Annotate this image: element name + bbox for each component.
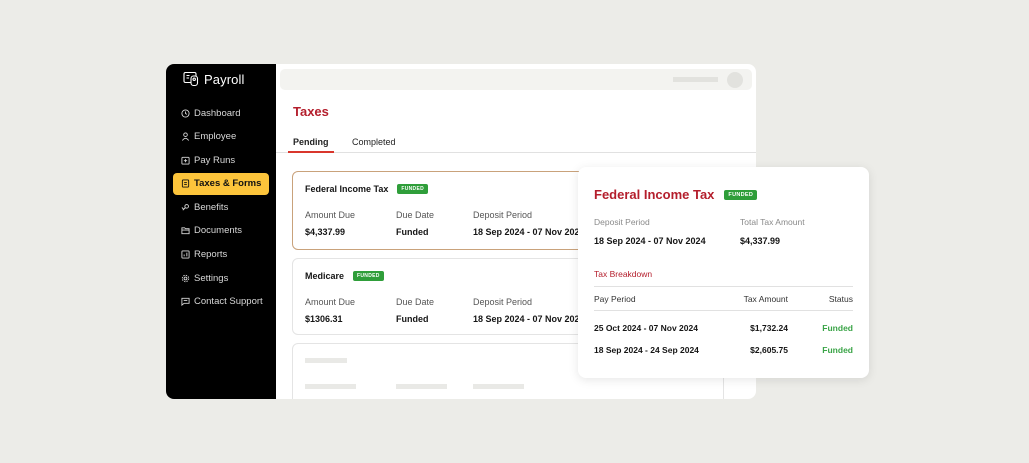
sidebar-item-employee[interactable]: Employee (173, 126, 269, 148)
skeleton-line (396, 384, 447, 389)
person-icon (181, 132, 190, 141)
chat-icon (181, 298, 190, 307)
sidebar-item-label: Reports (194, 249, 228, 261)
tax-amount-cell: $1,732.24 (750, 323, 788, 333)
avatar[interactable] (727, 71, 743, 88)
sidebar-item-label: Contact Support (194, 296, 263, 308)
brand[interactable]: Payroll (166, 70, 276, 88)
tab-completed[interactable]: Completed (352, 137, 396, 147)
sidebar-item-documents[interactable]: Documents (173, 220, 269, 242)
status-badge: FUNDED (353, 271, 384, 281)
sidebar-item-label: Dashboard (194, 107, 241, 119)
payroll-logo-icon (183, 71, 199, 87)
sidebar: Payroll Dashboard Employee Pay Runs Taxe… (166, 64, 276, 399)
tax-breakdown-heading: Tax Breakdown (594, 269, 653, 279)
document-icon (181, 179, 190, 188)
tax-breakdown-table: Pay Period Tax Amount Status 25 Oct 2024… (594, 286, 853, 361)
gear-icon (181, 274, 190, 282)
brand-name: Payroll (204, 71, 245, 87)
sidebar-item-label: Pay Runs (194, 154, 236, 166)
tax-detail-panel: Federal Income Tax FUNDED Deposit Period… (578, 167, 869, 378)
sidebar-item-settings[interactable]: Settings (173, 267, 269, 289)
sidebar-item-contact-support[interactable]: Contact Support (173, 291, 269, 313)
tax-amount-cell: $2,605.75 (750, 345, 788, 355)
tab-bar: Pending Completed (276, 132, 756, 153)
tab-pending[interactable]: Pending (293, 137, 329, 147)
status-badge: FUNDED (397, 184, 429, 194)
sidebar-item-label: Taxes & Forms (194, 178, 262, 190)
folder-icon (181, 227, 190, 235)
due-date-field: Due Date Funded (396, 297, 435, 324)
active-tab-indicator (288, 151, 334, 153)
status-cell: Funded (822, 323, 853, 333)
pay-period-cell: 18 Sep 2024 - 24 Sep 2024 (594, 345, 699, 355)
sidebar-item-label: Employee (194, 131, 237, 143)
skeleton-line (305, 384, 356, 389)
skeleton-line (305, 358, 347, 363)
clock-icon (181, 108, 190, 118)
pay-period-cell: 25 Oct 2024 - 07 Nov 2024 (594, 323, 698, 333)
sidebar-item-label: Documents (194, 225, 243, 237)
status-badge: FUNDED (724, 189, 758, 200)
deposit-period-field: Deposit Period 18 Sep 2024 - 07 Nov 2024 (473, 297, 585, 324)
report-icon (181, 250, 190, 259)
page-title: Taxes (293, 104, 329, 119)
table-row: 25 Oct 2024 - 07 Nov 2024 $1,732.24 Fund… (594, 317, 853, 339)
deposit-period-field: Deposit Period 18 Sep 2024 - 07 Nov 2024 (473, 210, 585, 237)
detail-title: Federal Income Tax (594, 187, 715, 202)
skeleton-line (473, 384, 524, 389)
sidebar-item-label: Benefits (194, 201, 229, 213)
column-header-pay-period: Pay Period (594, 294, 636, 304)
sidebar-item-dashboard[interactable]: Dashboard (173, 102, 269, 124)
column-header-status: Status (828, 294, 853, 304)
sidebar-item-pay-runs[interactable]: Pay Runs (173, 149, 269, 171)
due-date-field: Due Date Funded (396, 210, 435, 237)
sidebar-item-reports[interactable]: Reports (173, 244, 269, 266)
amount-due-field: Amount Due $4,337.99 (305, 210, 356, 237)
total-tax-amount-field: Total Tax Amount $4,337.99 (740, 217, 805, 246)
status-cell: Funded (822, 345, 853, 355)
gift-icon (181, 203, 189, 211)
sidebar-item-label: Settings (194, 272, 229, 284)
top-bar (280, 69, 752, 90)
amount-due-field: Amount Due $1306.31 (305, 297, 356, 324)
card-title: Federal Income Tax (305, 184, 389, 194)
column-header-tax-amount: Tax Amount (743, 294, 788, 304)
table-header: Pay Period Tax Amount Status (594, 286, 853, 311)
deposit-period-field: Deposit Period 18 Sep 2024 - 07 Nov 2024 (594, 217, 706, 246)
sidebar-item-taxes-forms[interactable]: Taxes & Forms (173, 172, 269, 195)
card-title: Medicare (305, 271, 345, 281)
table-row: 18 Sep 2024 - 24 Sep 2024 $2,605.75 Fund… (594, 339, 853, 361)
calendar-plus-icon (181, 156, 190, 165)
topbar-placeholder (673, 77, 718, 82)
sidebar-item-benefits[interactable]: Benefits (173, 196, 269, 218)
